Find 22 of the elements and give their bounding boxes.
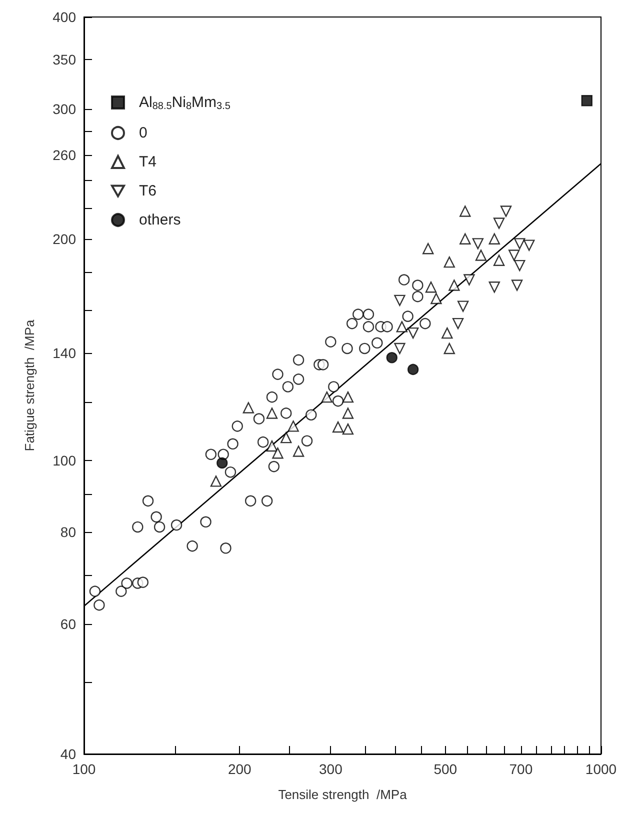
y-tick-label: 200	[52, 230, 76, 247]
y-tick-label: 260	[52, 146, 76, 163]
y-tick-label: 60	[60, 616, 76, 632]
y-tick-label: 100	[52, 452, 76, 469]
y-tick-label: 350	[52, 52, 76, 68]
x-tick-label: 500	[434, 761, 458, 777]
x-tick-label: 200	[228, 761, 252, 777]
y-axis-title: Fatigue strength /MPa	[22, 318, 37, 452]
y-tick-label: 400	[52, 9, 76, 25]
y-tick-label: 300	[52, 101, 76, 118]
x-tick-label: 100	[72, 761, 96, 777]
y-tick-label: 140	[52, 345, 76, 362]
legend-label: T6	[139, 182, 157, 200]
y-tick-label: 80	[60, 524, 76, 540]
x-axis-title: Tensile strength /MPa	[278, 787, 408, 802]
legend-label: 0	[139, 124, 148, 142]
x-tick-label: 700	[509, 761, 533, 777]
legend-label: others	[139, 212, 181, 228]
legend-label: T4	[139, 154, 157, 170]
x-tick-label: 300	[318, 761, 343, 777]
y-tick-label: 40	[60, 746, 76, 762]
x-tick-label: 1000	[585, 761, 617, 777]
